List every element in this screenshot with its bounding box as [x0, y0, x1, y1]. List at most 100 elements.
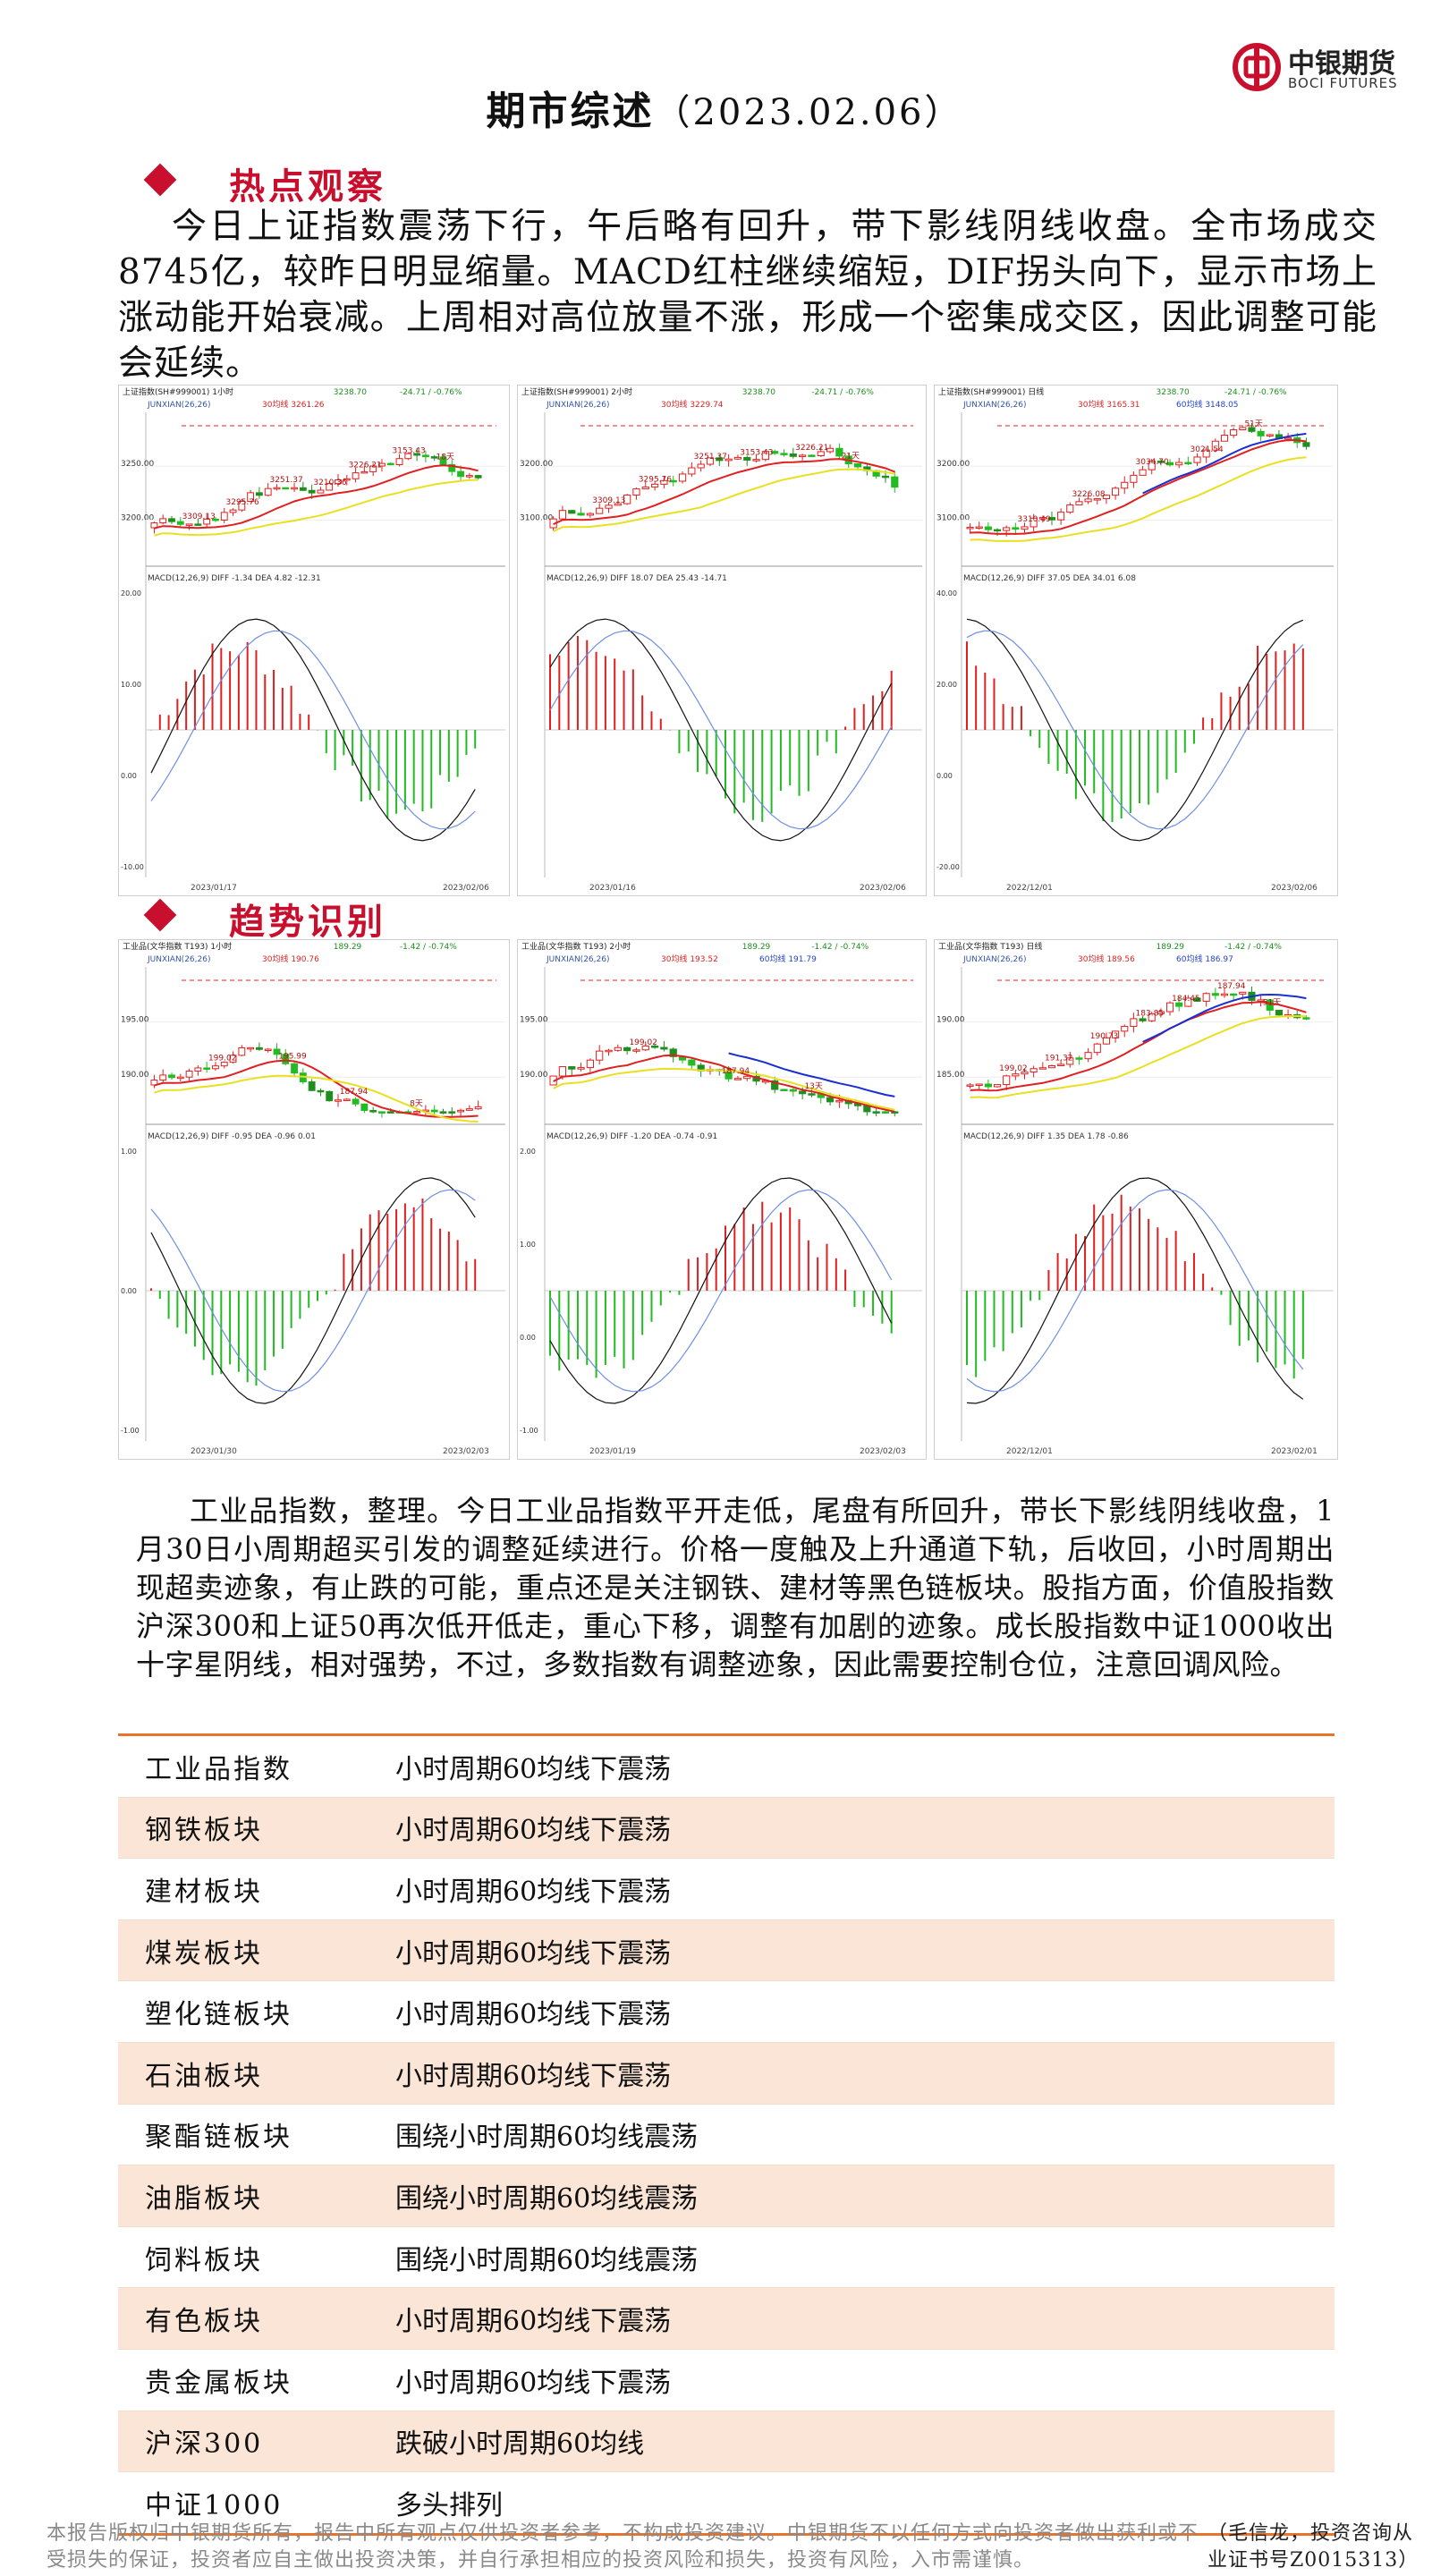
table-row: 中证1000 多头排列	[118, 2472, 1335, 2533]
candle	[439, 1111, 447, 1114]
sector-name: 沪深300	[145, 2428, 264, 2461]
candle	[413, 453, 421, 456]
candle	[993, 1084, 1002, 1088]
table-row: 沪深300 跌破小时周期60均线	[118, 2411, 1335, 2473]
candle	[474, 475, 482, 479]
date-label: 2022/12/01	[1006, 884, 1053, 893]
candle	[159, 518, 167, 524]
candle	[891, 476, 899, 488]
candle	[238, 500, 246, 511]
candle	[577, 1067, 585, 1070]
diff-line	[150, 618, 476, 842]
price-label: 51天	[1263, 998, 1281, 1007]
chart-industrial-daily: 工业品(文华指数 T193) 日线 189.29 -1.42 / -0.74% JUN…	[934, 939, 1338, 1460]
price-label: 51天	[1244, 419, 1262, 428]
candle	[716, 457, 724, 462]
ma-yellow-line	[154, 479, 479, 537]
price-label: 21天	[842, 453, 860, 462]
candle	[308, 1081, 316, 1091]
sector-name: 煤炭板块	[145, 1937, 263, 1970]
candle	[360, 1103, 369, 1112]
price-label: 184.45	[1172, 995, 1200, 1004]
candle	[1184, 462, 1192, 465]
brand-name-cn: 中银期货	[1288, 48, 1395, 80]
ma30-line	[970, 438, 1307, 535]
price-label: 8天	[410, 1100, 423, 1109]
ma30-line	[154, 464, 479, 530]
table-row: 油脂板块 围绕小时周期60均线震荡	[118, 2165, 1335, 2227]
candle	[395, 458, 403, 466]
candle	[1003, 527, 1011, 531]
candle	[176, 1076, 184, 1080]
candle	[881, 475, 890, 479]
ma-indicator: JUNXIAN(26,26)	[962, 401, 1026, 410]
price-label: 187.94	[722, 1067, 750, 1076]
candle	[1012, 527, 1020, 530]
date-label: 2023/02/06	[443, 884, 489, 893]
macd-tick-label: 10.00	[121, 681, 141, 689]
candle	[1302, 1017, 1310, 1020]
date-label: 2023/01/17	[191, 884, 237, 893]
table-row: 贵金属板块 小时周期60均线下震荡	[118, 2350, 1335, 2411]
sector-name: 油脂板块	[145, 2182, 263, 2215]
candle	[641, 1045, 649, 1051]
candle	[168, 518, 175, 522]
price-label: 3153.43	[740, 448, 773, 457]
ma-value: 60均线 186.97	[1176, 953, 1233, 964]
price-label: 3251.37	[694, 453, 727, 462]
candle	[1157, 461, 1165, 463]
candle	[404, 453, 412, 460]
candle	[1112, 1030, 1120, 1038]
candle	[352, 472, 360, 479]
candle	[273, 1048, 281, 1055]
sector-status: 小时周期60均线下震荡	[395, 1753, 672, 1785]
candle	[212, 1065, 219, 1070]
candle	[1211, 440, 1219, 451]
ma30-line	[154, 1059, 479, 1118]
title-date: （2023.02.06）	[654, 92, 963, 133]
candle	[352, 1098, 360, 1105]
analyst-credit: （毛信龙，投资咨询从业证书号Z0015313）	[1208, 2522, 1419, 2572]
sector-name: 钢铁板块	[145, 1815, 263, 1847]
candle	[1275, 1009, 1283, 1016]
sector-name: 石油板块	[145, 2060, 263, 2092]
candle	[1202, 449, 1210, 458]
sector-name: 建材板块	[145, 1876, 263, 1908]
date-label: 2023/01/16	[589, 884, 636, 893]
ma-value: 30均线 193.52	[661, 953, 718, 964]
chart-industrial-2h: 工业品(文华指数 T193) 2小时 189.29 -1.42 / -0.74% JU…	[517, 939, 927, 1460]
candle	[1139, 469, 1147, 476]
sector-status: 围绕小时周期60均线震荡	[395, 2182, 699, 2215]
chart-change: -24.71 / -0.76%	[400, 388, 462, 397]
y-tick-label: 3250.00	[121, 460, 154, 469]
date-label: 2023/01/19	[589, 1447, 636, 1456]
candle	[577, 513, 585, 516]
chart-change: -1.42 / -0.74%	[811, 943, 869, 952]
candle	[853, 463, 862, 468]
macd-header: MACD(12,26,9) DIFF 18.07 DEA 25.43 -14.7…	[547, 574, 727, 583]
candle	[465, 475, 473, 478]
candle	[669, 479, 677, 483]
candle	[632, 1049, 640, 1052]
candle	[1266, 999, 1274, 1011]
dea-line	[549, 630, 893, 830]
candle	[343, 478, 351, 481]
sector-name: 饲料板块	[145, 2244, 263, 2276]
candle	[1121, 1026, 1129, 1032]
candle	[596, 507, 604, 514]
candle	[605, 504, 613, 509]
dea-line	[150, 1189, 476, 1393]
candle	[808, 454, 816, 457]
candle	[1030, 517, 1038, 528]
sector-name: 贵金属板块	[145, 2367, 292, 2399]
candle	[264, 1048, 272, 1052]
chart-change: -24.71 / -0.76%	[811, 388, 874, 397]
candle	[632, 488, 640, 496]
ma30-line	[553, 458, 895, 526]
chart-change: -1.42 / -0.74%	[400, 943, 457, 952]
macd-header: MACD(12,26,9) DIFF -1.20 DEA -0.74 -0.91	[547, 1132, 717, 1141]
candle	[369, 1110, 377, 1113]
candle	[614, 1046, 622, 1051]
macd-tick-label: 20.00	[121, 589, 141, 597]
diamond-bullet-icon	[143, 898, 177, 932]
